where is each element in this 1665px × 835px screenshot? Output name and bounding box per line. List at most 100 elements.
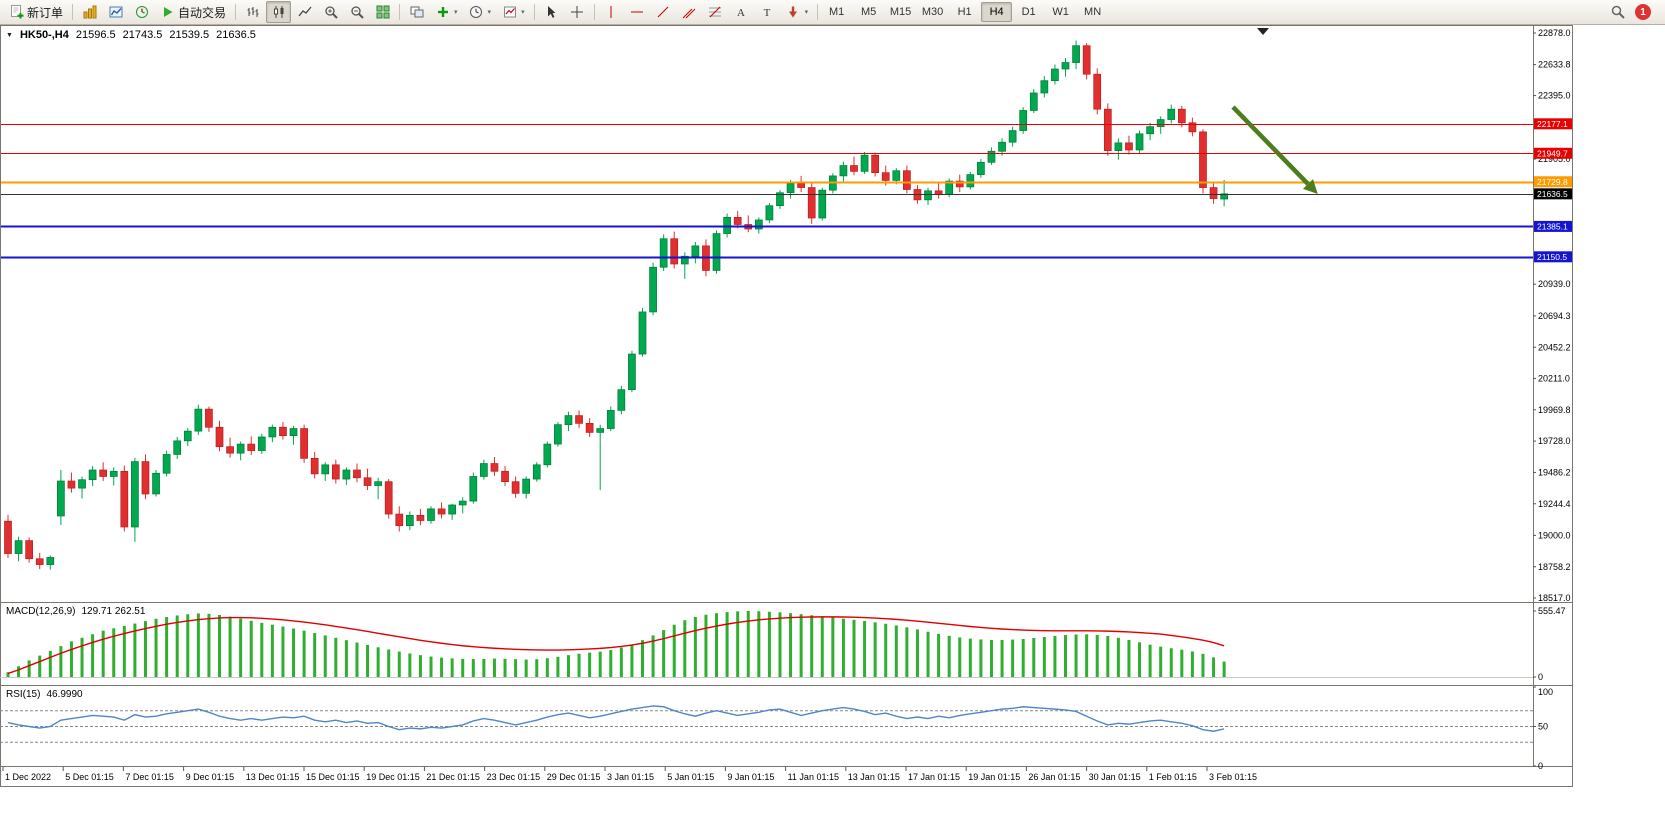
price-badge-21636.5 xyxy=(1534,188,1572,200)
timeframe-button-m5[interactable]: M5 xyxy=(860,6,877,18)
indicators-button[interactable]: ▾ xyxy=(430,1,463,23)
svg-text:15 Dec 01:15: 15 Dec 01:15 xyxy=(306,772,360,782)
macd-name: MACD(12,26,9) xyxy=(6,606,76,617)
price-badge-21729.8 xyxy=(1534,176,1572,188)
arrows-button[interactable]: ▾ xyxy=(781,1,814,23)
timeframe-button-m1[interactable]: M1 xyxy=(828,6,845,18)
tile-windows-icon xyxy=(375,5,390,20)
zoom-in-button[interactable] xyxy=(318,1,343,23)
vertical-line-icon xyxy=(604,5,619,20)
svg-text:555.47: 555.47 xyxy=(1538,606,1566,616)
rsi-value: 46.9990 xyxy=(46,689,83,700)
arrange-windows-button[interactable] xyxy=(404,1,429,23)
channel-button[interactable] xyxy=(677,1,702,23)
svg-text:19000.0: 19000.0 xyxy=(1538,530,1571,540)
profile-button[interactable] xyxy=(103,1,128,23)
svg-text:20694.3: 20694.3 xyxy=(1538,311,1571,321)
svg-text:19728.0: 19728.0 xyxy=(1538,436,1571,446)
text-icon: A xyxy=(734,5,749,20)
cursor-button[interactable] xyxy=(539,1,564,23)
svg-text:21636.5: 21636.5 xyxy=(1537,189,1568,199)
timeframe-button-m15[interactable]: M15 xyxy=(889,6,912,18)
svg-text:19969.8: 19969.8 xyxy=(1538,405,1571,415)
macd-values: 129.71 262.51 xyxy=(81,606,146,617)
zoom-out-button[interactable] xyxy=(344,1,369,23)
dropdown-caret-icon: ▾ xyxy=(454,9,458,16)
toolbar-separator xyxy=(399,4,401,20)
candlestick-button[interactable] xyxy=(266,1,292,23)
dropdown-caret-icon: ▾ xyxy=(804,9,809,16)
trendline-icon xyxy=(656,5,671,20)
new-order-button[interactable]: 新订单 xyxy=(4,1,68,23)
horizontal-line-button[interactable] xyxy=(625,1,650,23)
market-watch-icon xyxy=(134,5,149,20)
label-button[interactable]: T xyxy=(755,1,780,23)
svg-text:T: T xyxy=(764,7,771,19)
svg-text:9 Jan 01:15: 9 Jan 01:15 xyxy=(727,772,774,782)
bar-chart-button[interactable] xyxy=(240,1,265,23)
svg-text:3 Jan 01:15: 3 Jan 01:15 xyxy=(607,772,654,782)
collapse-triangle-icon[interactable]: ▼ xyxy=(6,31,13,39)
candlestick-icon xyxy=(271,5,286,20)
svg-text:9 Dec 01:15: 9 Dec 01:15 xyxy=(186,772,235,782)
timeframe-button-h4[interactable]: H4 xyxy=(981,2,1013,22)
time-axis[interactable]: 1 Dec 2022 5 Dec 01:15 7 Dec 01:15 9 Dec 01… xyxy=(2,767,1257,782)
text-button[interactable]: A xyxy=(729,1,754,23)
indicators-icon xyxy=(435,5,450,20)
chart-shift-marker[interactable] xyxy=(1257,28,1269,35)
notification-badge[interactable]: 1 xyxy=(1635,4,1651,20)
svg-text:7 Dec 01:15: 7 Dec 01:15 xyxy=(125,772,174,782)
svg-text:50: 50 xyxy=(1538,722,1548,732)
trendline-button[interactable] xyxy=(651,1,676,23)
ohlc-open: 21596.5 xyxy=(75,29,116,41)
crosshair-button[interactable] xyxy=(565,1,590,23)
periods-button[interactable]: ▾ xyxy=(464,1,497,23)
chart-window: 22878.0 22633.8 22395.0 21905.0 20939.0 20694… xyxy=(0,25,1573,787)
vertical-line-button[interactable] xyxy=(599,1,624,23)
trend-arrow[interactable] xyxy=(1231,105,1318,195)
templates-button[interactable]: ▾ xyxy=(497,1,530,23)
svg-text:19 Dec 01:15: 19 Dec 01:15 xyxy=(366,772,420,782)
svg-text:19486.2: 19486.2 xyxy=(1538,467,1571,477)
candles xyxy=(4,40,1228,570)
auto-trading-button-label: 自动交易 xyxy=(178,5,227,20)
svg-text:21 Dec 01:15: 21 Dec 01:15 xyxy=(426,772,480,782)
svg-text:26 Jan 01:15: 26 Jan 01:15 xyxy=(1028,772,1080,782)
timeframe-button-m30[interactable]: M30 xyxy=(921,6,944,18)
chart-canvas[interactable]: 22878.0 22633.8 22395.0 21905.0 20939.0 20694… xyxy=(0,25,1573,787)
line-chart-button[interactable] xyxy=(292,1,317,23)
toolbar-right-group: 1 xyxy=(1610,4,1661,20)
fibonacci-button[interactable] xyxy=(703,1,728,23)
svg-text:21949.7: 21949.7 xyxy=(1537,148,1568,158)
svg-text:13 Dec 01:15: 13 Dec 01:15 xyxy=(246,772,300,782)
crosshair-icon xyxy=(570,5,585,20)
timeframe-button-d1[interactable]: D1 xyxy=(1021,6,1036,18)
arrows-icon xyxy=(786,5,801,20)
zoom-out-icon xyxy=(349,5,364,20)
search-icon[interactable] xyxy=(1610,5,1625,20)
svg-text:30 Jan 01:15: 30 Jan 01:15 xyxy=(1089,772,1141,782)
svg-text:21729.8: 21729.8 xyxy=(1537,177,1568,187)
tile-windows-button[interactable] xyxy=(370,1,395,23)
timeframe-button-h1[interactable]: H1 xyxy=(957,6,972,18)
svg-text:20939.0: 20939.0 xyxy=(1538,279,1571,289)
market-watch-button[interactable] xyxy=(129,1,154,23)
horizontal-level-lines[interactable] xyxy=(0,124,1533,259)
svg-text:20211.0: 20211.0 xyxy=(1538,374,1570,384)
price-badge-21949.7 xyxy=(1534,147,1572,159)
price-badges: 22177.1 21949.7 21729.8 21385.1 21150.5 21636… xyxy=(1534,118,1572,263)
charts-button[interactable] xyxy=(77,1,102,23)
panel-dividers xyxy=(0,25,1573,787)
dropdown-caret-icon: ▾ xyxy=(487,9,492,16)
price-badge-21150.5 xyxy=(1534,251,1572,263)
svg-text:5 Jan 01:15: 5 Jan 01:15 xyxy=(667,772,714,782)
timeframe-button-mn[interactable]: MN xyxy=(1084,6,1102,18)
timeframe-button-w1[interactable]: W1 xyxy=(1052,6,1069,18)
auto-trading-button[interactable]: 自动交易 xyxy=(155,1,231,23)
cursor-icon xyxy=(544,5,559,20)
price-badge-21385.1 xyxy=(1534,220,1572,232)
svg-text:3 Feb 01:15: 3 Feb 01:15 xyxy=(1209,772,1257,782)
price-badge-22177.1 xyxy=(1534,118,1572,130)
price-axis[interactable]: 22878.0 22633.8 22395.0 21905.0 20939.0 20694… xyxy=(1533,28,1571,603)
ohlc-high: 21743.5 xyxy=(122,29,163,41)
